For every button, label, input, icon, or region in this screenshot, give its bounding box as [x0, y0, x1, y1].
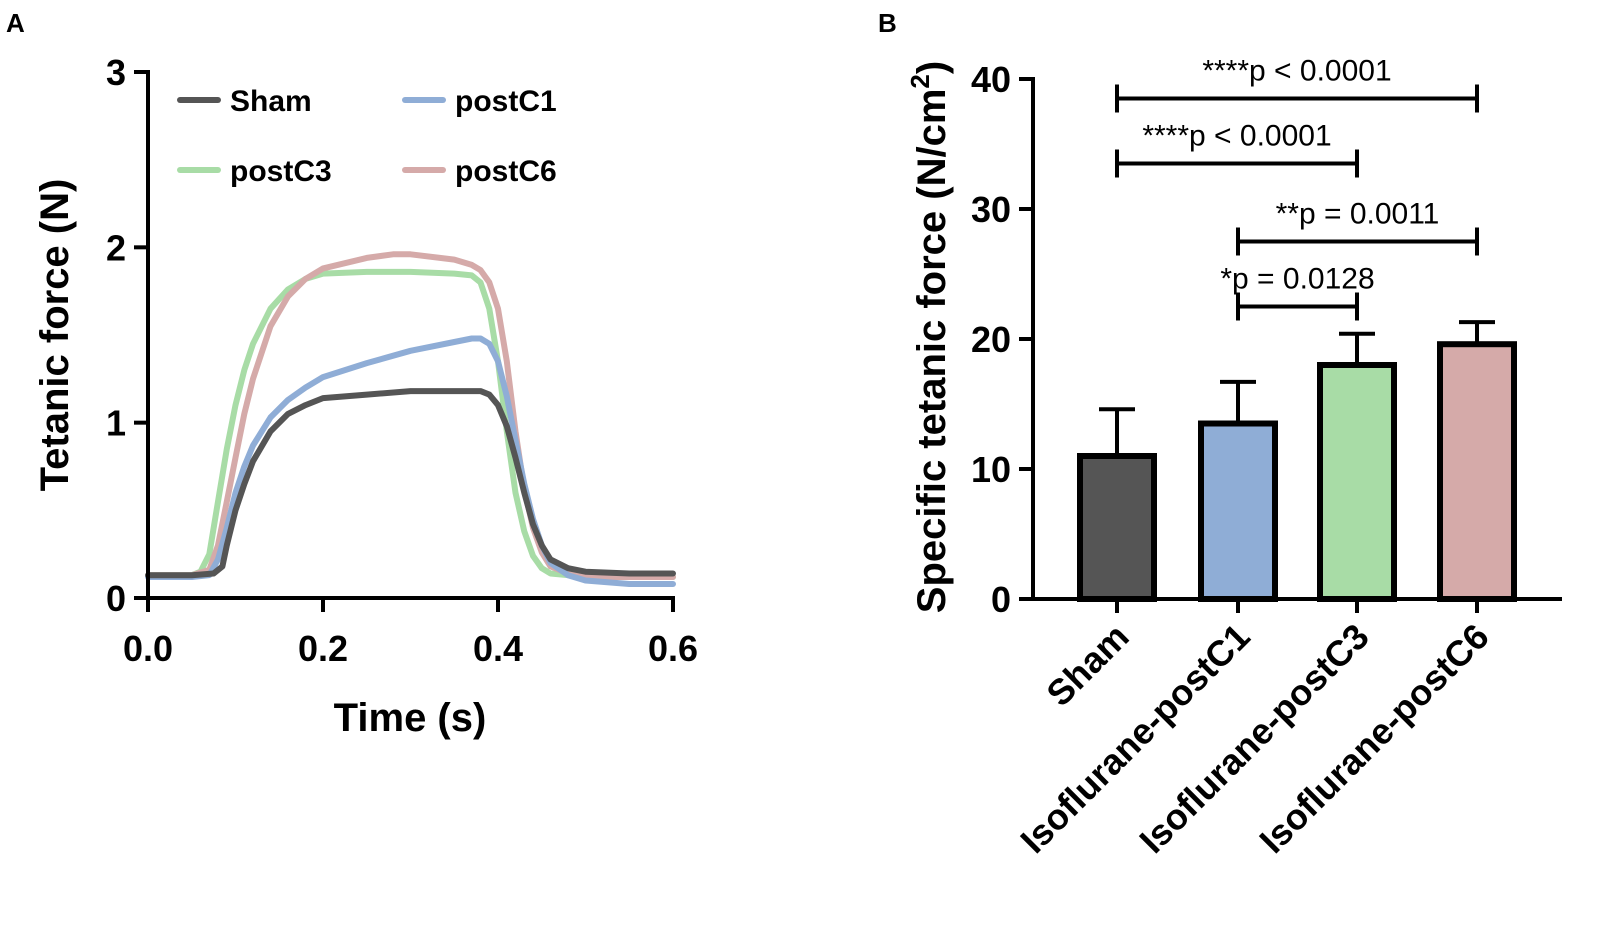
panel-b-y-axis-title-main: Specific tetanic force (N/cm — [910, 89, 954, 614]
y-tick-label: 20 — [971, 319, 1011, 360]
series-line-postc3 — [145, 268, 676, 580]
x-tick-label: 0.6 — [648, 628, 698, 669]
x-tick-label: 0.4 — [473, 628, 523, 669]
y-tick-label: 30 — [971, 189, 1011, 230]
y-tick-label: 0 — [106, 578, 126, 619]
panel-a-legend: Sham postC1 postC3 postC6 — [177, 85, 557, 188]
legend-label-postc6: postC6 — [455, 155, 557, 188]
bar-sham — [1077, 453, 1157, 602]
panel-b-y-axis-title-superscript: 2 — [905, 74, 935, 88]
category-label: Isoflurane-postC3 — [1131, 616, 1376, 861]
panel-b-significance: ****p < 0.0001 ****p < 0.0001 **p = 0.0011… — [1115, 55, 1479, 321]
legend-label-sham: Sham — [230, 85, 312, 118]
legend-label-postc3: postC3 — [230, 155, 332, 188]
category-label: Isoflurane-postC1 — [1012, 616, 1257, 861]
panel-b-axes: 0 10 20 30 40 — [971, 59, 1562, 620]
panel-a-x-axis-title: Time (s) — [334, 696, 487, 740]
significance-label: *p = 0.0128 — [1220, 263, 1374, 296]
panel-b-category-labels: ShamIsoflurane-postC1Isoflurane-postC3Is… — [1012, 616, 1496, 861]
y-tick-label: 3 — [106, 52, 126, 93]
panel-a-label: A — [6, 8, 25, 38]
bar-postC3 — [1317, 362, 1397, 602]
y-tick-label: 10 — [971, 449, 1011, 490]
significance-label: ****p < 0.0001 — [1142, 120, 1331, 153]
category-label: Isoflurane-postC6 — [1251, 616, 1496, 861]
panel-a-axes: 0 1 2 3 0.0 0.2 0.4 0.6 — [106, 52, 698, 669]
panel-a: A 0 1 2 3 0.0 0.2 0.4 0.6 Sham postC1 postC3 postC… — [6, 8, 698, 740]
significance-label: ****p < 0.0001 — [1202, 55, 1391, 88]
y-tick-label: 0 — [991, 579, 1011, 620]
series-line-sham — [145, 388, 676, 579]
y-tick-label: 2 — [106, 227, 126, 268]
panel-a-series-lines — [145, 251, 676, 587]
bar-postC6 — [1437, 341, 1517, 603]
panel-b-label: B — [878, 8, 897, 38]
panel-a-y-axis-title: Tetanic force (N) — [33, 179, 77, 492]
bar-postC1 — [1198, 420, 1278, 602]
category-label: Sham — [1038, 616, 1136, 714]
x-tick-label: 0.2 — [298, 628, 348, 669]
panel-b-y-axis-title-close: ) — [910, 61, 954, 74]
panel-b-bars — [1077, 320, 1517, 603]
y-tick-label: 40 — [971, 59, 1011, 100]
panel-b-y-axis-title: Specific tetanic force (N/cm2) — [905, 61, 954, 613]
significance-label: **p = 0.0011 — [1276, 198, 1440, 231]
y-tick-label: 1 — [106, 403, 126, 444]
legend-label-postc1: postC1 — [455, 85, 557, 118]
x-tick-label: 0.0 — [123, 628, 173, 669]
